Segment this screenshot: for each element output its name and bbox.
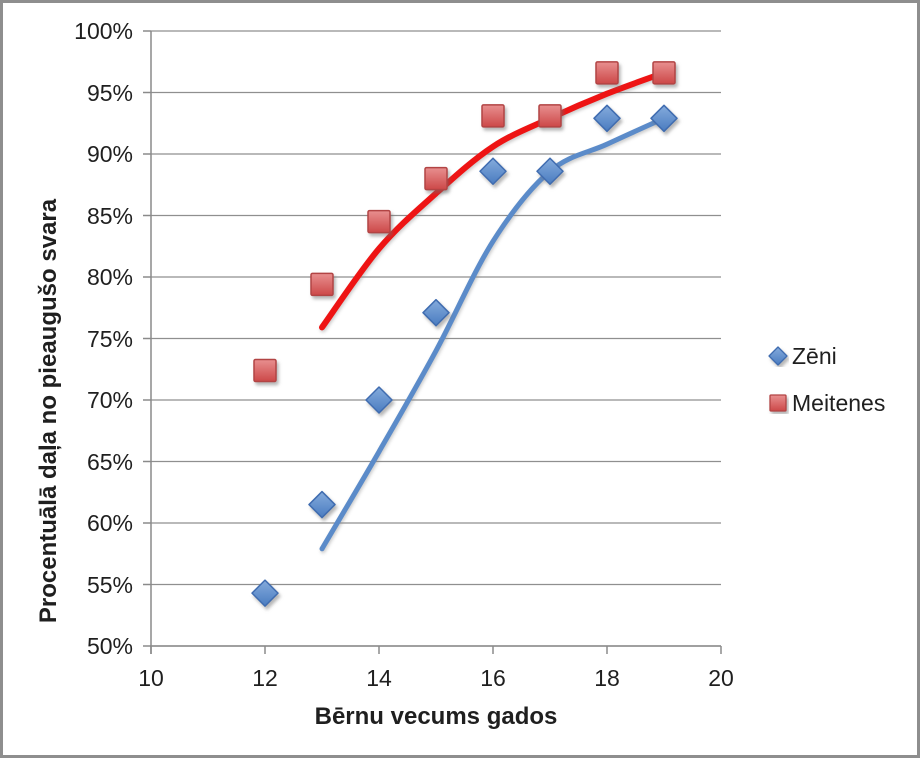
y-tick-label: 60% bbox=[86, 510, 133, 536]
data-point-zeni bbox=[422, 298, 450, 327]
x-tick-label: 20 bbox=[708, 665, 734, 691]
data-point-zeni bbox=[308, 490, 336, 519]
data-point-zeni bbox=[365, 386, 393, 414]
y-tick-label: 70% bbox=[86, 387, 133, 413]
x-tick-label: 18 bbox=[594, 665, 620, 691]
y-tick-label: 80% bbox=[86, 264, 133, 290]
y-tick-label: 55% bbox=[86, 571, 133, 598]
y-tick-label: 75% bbox=[86, 325, 133, 352]
legend-item-zeni: Zēni bbox=[767, 343, 885, 369]
legend-item-label: Meitenes bbox=[792, 390, 886, 416]
chart-canvas bbox=[143, 30, 722, 654]
trend-line-meitenes bbox=[319, 69, 667, 331]
legend-marker-diamond-icon bbox=[768, 346, 788, 366]
x-tick-label: 10 bbox=[138, 665, 164, 691]
x-axis-title: Bērnu vecums gados bbox=[314, 703, 558, 730]
legend: Zēni Meitenes bbox=[767, 343, 885, 416]
legend-item-meitenes: Meitenes bbox=[767, 390, 885, 416]
y-tick-label: 100% bbox=[74, 18, 133, 44]
legend-marker-square-icon bbox=[769, 394, 787, 412]
data-point-zeni bbox=[536, 157, 564, 185]
x-tick-label: 12 bbox=[252, 665, 278, 691]
data-point-meitenes bbox=[367, 209, 391, 234]
data-point-meitenes bbox=[538, 104, 562, 128]
data-point-zeni bbox=[479, 157, 507, 185]
data-point-meitenes bbox=[424, 166, 448, 191]
trend-line-zeni bbox=[319, 115, 667, 552]
y-tick-label: 50% bbox=[86, 633, 133, 659]
y-tick-label: 95% bbox=[86, 79, 133, 106]
y-tick-label: 85% bbox=[86, 202, 133, 229]
x-tick-label: 14 bbox=[366, 665, 392, 691]
data-point-meitenes bbox=[595, 61, 619, 85]
x-tick-label: 16 bbox=[480, 665, 506, 691]
legend-item-label: Zēni bbox=[792, 343, 837, 369]
data-point-zeni bbox=[251, 579, 279, 607]
data-point-meitenes bbox=[310, 272, 334, 297]
data-point-zeni bbox=[593, 104, 621, 133]
data-point-meitenes bbox=[481, 104, 505, 128]
y-tick-label: 65% bbox=[86, 448, 133, 475]
data-point-meitenes bbox=[652, 61, 676, 85]
data-point-meitenes bbox=[253, 358, 277, 383]
y-tick-label: 90% bbox=[86, 141, 133, 167]
data-point-zeni bbox=[650, 104, 678, 133]
